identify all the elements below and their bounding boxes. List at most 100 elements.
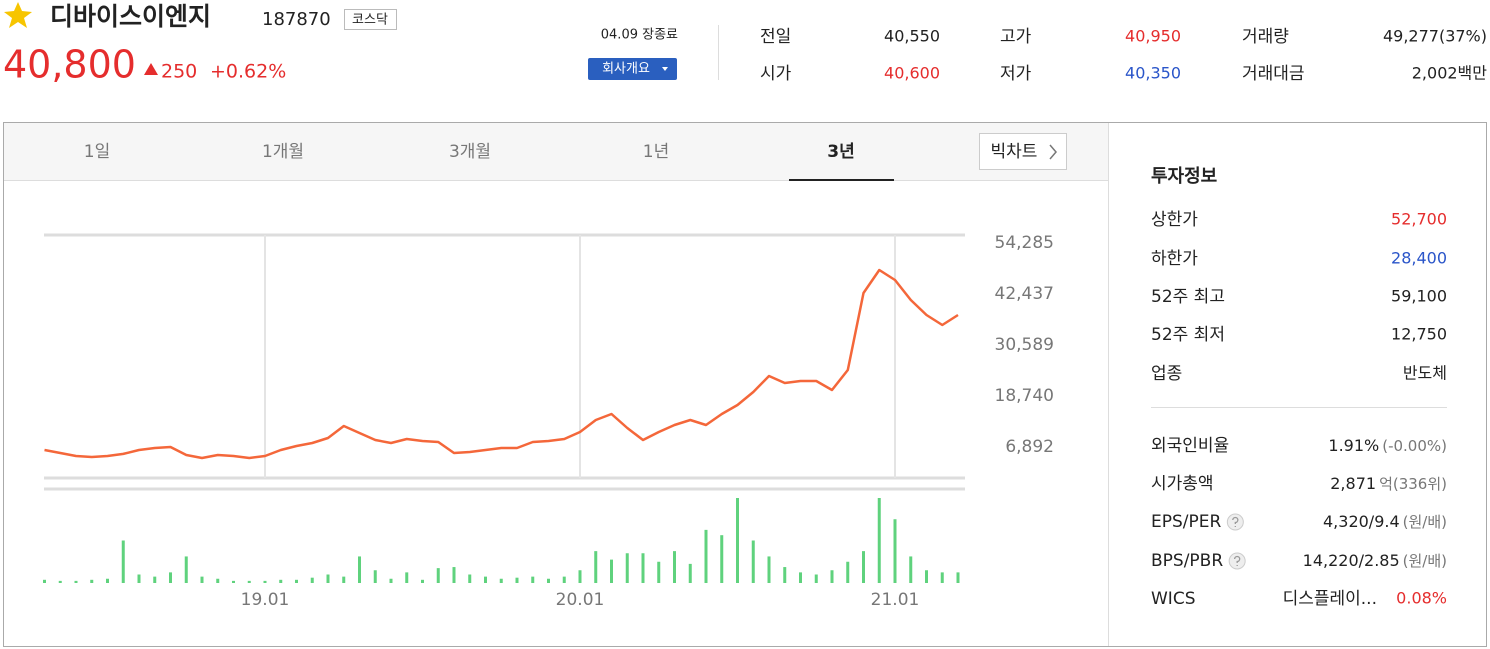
price: 40,800 — [3, 43, 136, 87]
star-icon[interactable] — [4, 2, 32, 28]
volume-bar — [925, 570, 928, 583]
volume-bar — [704, 529, 708, 583]
volume-bar — [421, 579, 424, 583]
info-sub: (원/배) — [1403, 552, 1447, 570]
tab[interactable]: 3개월 — [449, 142, 491, 162]
volume-bar — [43, 579, 46, 583]
y-tick-label: 6,892 — [1005, 437, 1054, 457]
status: 04.09 장종료 — [601, 28, 678, 43]
tab[interactable]: 1개월 — [262, 142, 304, 162]
info-value[interactable]: 디스플레이... — [1283, 589, 1377, 609]
volume-bar — [216, 578, 220, 583]
volume-bar — [877, 498, 881, 583]
y-tick-label: 30,589 — [995, 335, 1054, 355]
info-label: 업종 — [1151, 364, 1182, 384]
tab[interactable]: 3년 — [827, 142, 854, 162]
volume-bar — [956, 572, 960, 583]
info-value: 4,320/9.4 — [1323, 512, 1400, 531]
company-button[interactable] — [588, 58, 677, 80]
volume-bar — [814, 574, 818, 583]
volume-bar — [263, 580, 267, 583]
volume-bar — [688, 563, 692, 583]
stock-code: 187870 — [262, 9, 331, 30]
help-mark — [1232, 516, 1239, 527]
volume-bar — [436, 568, 440, 583]
quote-label: 저가 — [1000, 64, 1032, 84]
volume-bar — [940, 572, 944, 583]
quote-value: 49,277(37%) — [1383, 27, 1487, 46]
volume-bar — [531, 576, 535, 583]
tab[interactable]: 1일 — [84, 142, 110, 162]
big-chart-label[interactable]: 빅차트 — [991, 142, 1038, 162]
volume-bar — [310, 577, 314, 583]
volume-bar — [373, 570, 377, 583]
info-label: BPS/PBR — [1151, 551, 1223, 571]
y-tick-label: 42,437 — [995, 284, 1054, 304]
info-value-group: 4,320/9.4 (원/배) — [1323, 512, 1447, 531]
tab[interactable]: 1년 — [643, 142, 669, 162]
volume-bar — [295, 579, 298, 583]
volume-bar — [468, 574, 472, 583]
tab-underline — [789, 179, 894, 181]
volume-bar — [783, 567, 787, 583]
info-label: 하한가 — [1151, 249, 1198, 269]
chart-box — [3, 122, 1487, 647]
info-value: 1.91% — [1328, 436, 1379, 455]
quote-label: 거래량 — [1242, 27, 1289, 47]
volume-bar — [247, 580, 251, 583]
volume-bar — [767, 556, 771, 583]
quote-value: 40,550 — [884, 27, 940, 46]
dropdown-caret — [662, 67, 668, 71]
volume-bar — [862, 551, 865, 583]
volume-bar — [58, 580, 62, 583]
volume-bar — [547, 578, 550, 583]
volume-bar — [720, 535, 724, 583]
change: 250 — [161, 61, 197, 83]
volume-bar — [641, 553, 645, 583]
volume-bar — [137, 574, 141, 583]
quote-label: 시가 — [760, 64, 792, 84]
info-value: 28,400 — [1391, 249, 1447, 268]
volume-bar — [610, 559, 613, 583]
volume-bar — [830, 570, 834, 583]
volume-bar — [121, 540, 125, 583]
stock-name: 디바이스이엔지 — [50, 2, 211, 31]
info-title: 투자정보 — [1151, 166, 1217, 187]
info-label: 52주 최고 — [1151, 287, 1225, 307]
volume-bar — [909, 556, 913, 583]
y-tick-label: 18,740 — [995, 386, 1054, 406]
quote-value: 40,600 — [884, 64, 940, 83]
info-value: 52,700 — [1391, 210, 1447, 229]
big-chart-button[interactable] — [979, 133, 1067, 170]
info-label: 상한가 — [1151, 210, 1198, 230]
price-line — [44, 268, 959, 460]
volume-bar — [169, 572, 172, 583]
volume-bar — [484, 576, 487, 583]
company-button-label[interactable]: 회사개요 — [602, 62, 650, 77]
volume-bar — [389, 578, 393, 583]
change-pct: +0.62% — [210, 61, 286, 83]
info-label: EPS/PER — [1151, 512, 1222, 532]
info-sub: (원/배) — [1403, 513, 1447, 531]
volume-bar — [232, 580, 235, 583]
volume-bar — [893, 519, 897, 583]
volume-bar — [578, 570, 582, 583]
volume-bar — [452, 567, 456, 583]
volume-bar — [846, 561, 850, 583]
y-tick-label: 54,285 — [995, 233, 1054, 253]
tab-bar — [4, 123, 1108, 180]
info-panel: 투자정보 상한가 52,700 하한가 28,400 52주 최고 59,100 52주 최… — [1151, 166, 1447, 609]
info-value-group: 14,220/2.85 (원/배) — [1303, 551, 1447, 570]
info-value: 14,220/2.85 — [1303, 551, 1400, 570]
volume-bar — [673, 551, 676, 583]
volume-bar — [625, 553, 629, 583]
volume-bar — [736, 498, 739, 583]
volume-bar — [594, 551, 598, 583]
x-tick-label: 19.01 — [241, 590, 290, 610]
quote-label: 고가 — [1000, 27, 1032, 47]
volume-bar — [74, 580, 78, 583]
volume-bar — [153, 576, 157, 583]
info-sub: (-0.00%) — [1382, 437, 1447, 455]
chart: 19.01 20.01 21.01 54,285 42,437 30,589 18,740 6… — [43, 233, 1054, 610]
